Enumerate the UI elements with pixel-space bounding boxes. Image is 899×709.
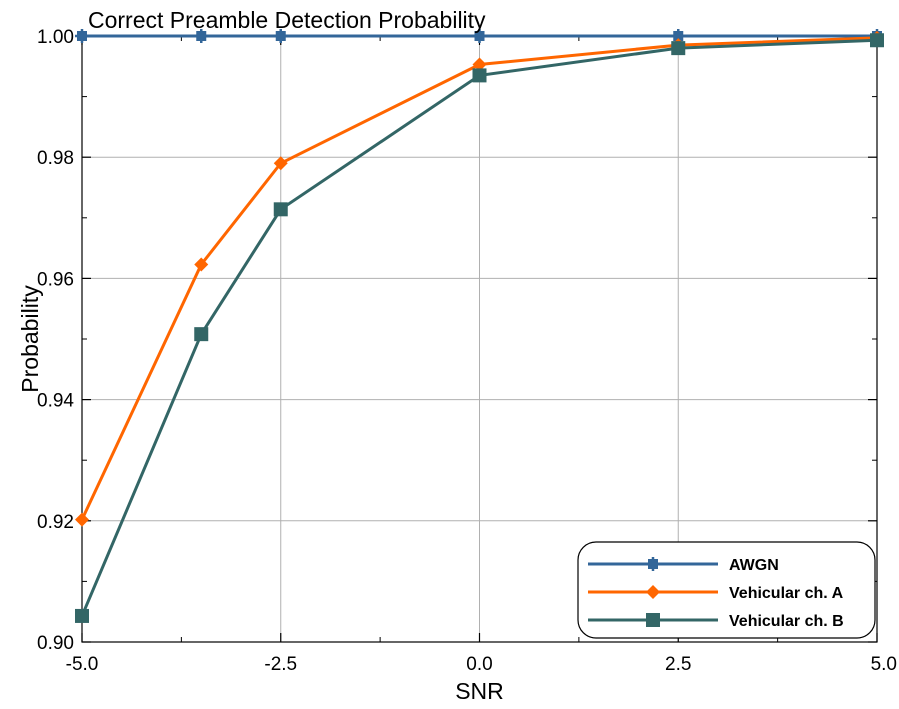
series-layer [75,29,884,623]
y-tick-label: 0.96 [37,269,74,290]
legend-entry-vehicular-a: Vehicular ch. A [588,585,844,602]
x-tick-label: 5.0 [871,654,897,675]
data-point-vehicular-a [194,257,209,272]
y-tick-label: 0.94 [37,391,74,412]
data-point-awgn [472,29,487,43]
series-line-vehicular-a [80,36,878,521]
data-point-vehicular-b [472,68,487,83]
x-tick-label: 0.0 [466,654,492,675]
series-line-vehicular-b [80,38,878,617]
data-point-vehicular-b [273,202,288,217]
legend: AWGN Vehicular ch. A Vehicular ch. B [577,541,876,639]
y-tick-label: 0.92 [37,512,74,533]
series-vehicular-b [75,33,884,623]
data-point-vehicular-a [75,512,89,527]
data-point-vehicular-b [194,327,209,342]
data-point-vehicular-a [273,156,288,171]
legend-label: Vehicular ch. A [729,585,844,602]
legend-swatch-marker [646,585,660,599]
data-point-awgn [75,29,89,43]
chart-title: Correct Preamble Detection Probability [88,7,486,33]
x-tick-label: 2.5 [665,654,691,675]
x-tick-label: -2.5 [264,654,297,675]
data-point-vehicular-b [671,41,686,56]
y-axis-label: Probability [17,285,43,393]
data-point-vehicular-b [870,33,884,48]
legend-label: AWGN [729,557,779,574]
legend-label: Vehicular ch. B [729,613,844,630]
legend-entry-awgn: AWGN [588,557,779,574]
axis-ticks: 0.90 0.92 0.94 0.96 0.98 1.00 -5.0 -2.5 0.0 2.5 5.… [37,27,897,675]
x-axis-label: SNR [455,678,504,704]
legend-swatch-marker [646,613,660,627]
grid-lines [82,36,877,642]
data-point-awgn [273,29,288,43]
y-tick-label: 0.98 [37,148,74,169]
data-point-awgn [194,29,209,43]
series-awgn [75,29,884,43]
data-point-vehicular-b [75,608,89,623]
x-tick-label: -5.0 [66,654,99,675]
y-tick-label: 1.00 [37,27,74,48]
data-point-vehicular-a [472,57,487,72]
y-tick-label: 0.90 [37,633,74,654]
legend-swatch-marker [646,557,660,571]
legend-entry-vehicular-b: Vehicular ch. B [588,613,844,630]
